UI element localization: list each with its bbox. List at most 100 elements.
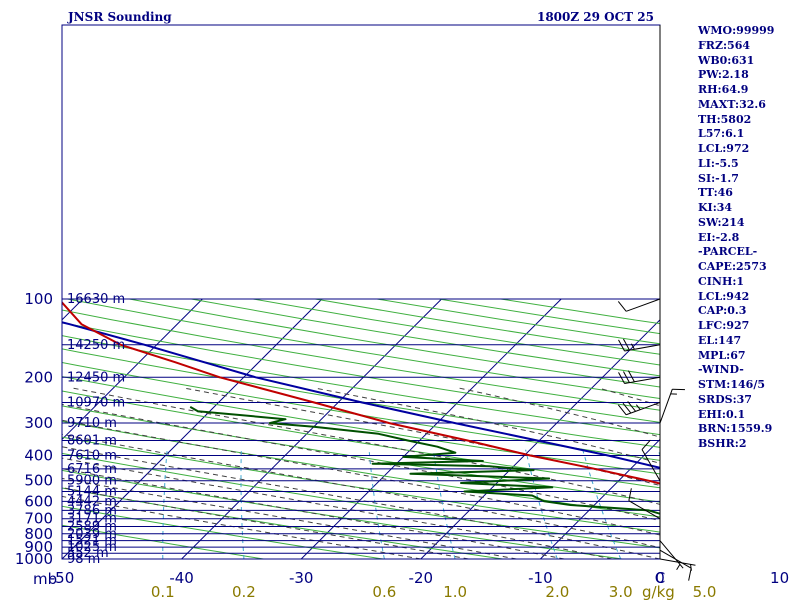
temperature-tick-label: -50	[50, 569, 75, 587]
wind-barb-feather	[688, 568, 692, 581]
mixing-ratio-line	[432, 449, 456, 559]
mixing-ratio-line	[767, 450, 800, 559]
height-label: 552 m	[67, 546, 109, 561]
height-label: 10970 m	[67, 395, 125, 410]
height-label: 5144 m	[67, 484, 117, 499]
index-item: BSHR:2	[698, 437, 747, 450]
mixing-ratio-line	[582, 449, 622, 559]
height-label: 8601 m	[67, 433, 117, 448]
pressure-unit-label: mb	[33, 570, 57, 588]
height-label: 2039 m	[67, 527, 117, 542]
wind-barb-feather	[618, 372, 625, 384]
temperature-tick-label: -10	[528, 569, 553, 587]
wind-barb-staff	[659, 389, 673, 424]
pressure-tick-label: 1000	[15, 550, 53, 568]
index-item: KI:34	[698, 201, 733, 214]
index-item: BRN:1559.9	[698, 422, 773, 436]
index-item: LCL:942	[698, 289, 750, 303]
index-item: EL:147	[698, 333, 742, 347]
wind-barb	[659, 388, 685, 424]
temperature-tick-labels: -50-40-30-20-10010203040C	[50, 569, 789, 587]
wind-barbs	[617, 25, 696, 581]
mixing-ratio-line	[240, 449, 245, 559]
index-item: MAXT:32.6	[698, 97, 766, 111]
height-label: 98 m	[67, 552, 100, 567]
height-label: 5900 m	[67, 474, 117, 489]
moist-adiabat-line	[62, 468, 565, 559]
wind-barb-staff	[641, 449, 661, 481]
wind-barb	[617, 401, 661, 416]
wind-barb-half-feather	[630, 343, 635, 350]
wind-barb	[659, 540, 684, 571]
index-item: CAP:0.3	[698, 304, 747, 318]
index-item: RH:64.9	[698, 83, 749, 96]
profiles	[62, 300, 660, 515]
wind-barb-staff	[628, 500, 661, 520]
index-item: EI:-2.8	[698, 230, 740, 244]
wind-barb-feather	[617, 301, 627, 312]
height-label: 14250 m	[67, 338, 125, 353]
wind-barb-feather	[628, 488, 632, 501]
index-item: SRDS:37	[698, 392, 752, 406]
temperature-trace	[62, 300, 660, 485]
wind-barb-staff	[626, 298, 661, 312]
pressure-tick-label: 200	[24, 368, 53, 386]
wind-barb	[641, 439, 661, 481]
moist-adiabat-line	[62, 495, 421, 559]
mixing-ratio-label: 0.1	[151, 583, 175, 600]
index-item: EHI:0.1	[698, 407, 746, 421]
wind-barb-feather	[623, 371, 630, 383]
height-label: 2589 m	[67, 520, 117, 535]
wind-barb-staff	[659, 540, 684, 569]
pressure-tick-label: 400	[24, 447, 53, 465]
index-item: PW:2.18	[698, 68, 749, 82]
index-item: STM:146/5	[698, 378, 765, 391]
chart-title-right: 1800Z 29 OCT 25	[537, 10, 654, 24]
wind-barb-staff	[624, 376, 661, 385]
mixing-ratio-line	[657, 449, 660, 457]
mixing-ratio-unit-label: g/kg	[642, 583, 675, 600]
pressure-tick-label: 500	[24, 472, 53, 490]
height-label: 16630 m	[67, 292, 125, 307]
wind-barb-staff	[624, 344, 661, 352]
wind-barb	[628, 488, 661, 520]
wind-barb-feather	[627, 370, 635, 383]
index-item: MPL:67	[698, 348, 746, 362]
wind-barb-feather	[622, 402, 632, 414]
index-item: LFC:927	[698, 319, 750, 332]
index-item: -WIND-	[698, 363, 744, 377]
mixing-ratio-label: 0.6	[372, 583, 396, 600]
index-item: FRZ:564	[698, 38, 751, 52]
height-label: 9710 m	[67, 416, 117, 431]
pressure-tick-label: 700	[24, 510, 53, 528]
mixing-ratio-line	[368, 449, 385, 559]
chart-title-left: JNSR Sounding	[67, 10, 172, 24]
index-item: TH:5802	[698, 112, 752, 126]
wind-barb-staff	[626, 401, 661, 416]
dry-adiabat-line	[67, 298, 660, 400]
index-item: LI:-5.5	[698, 156, 739, 170]
temperature-tick-label: -30	[289, 569, 314, 587]
index-item: WMO:99999	[698, 24, 775, 37]
height-label: 7610 m	[67, 449, 117, 464]
isotherm-line	[62, 298, 203, 441]
isobars	[62, 298, 660, 560]
index-item: CINH:1	[698, 274, 745, 288]
index-item: LCL:972	[698, 142, 750, 155]
temperature-tick-label: -40	[169, 569, 194, 587]
height-label: 6716 m	[67, 462, 117, 477]
mixing-ratio-line	[162, 449, 168, 559]
mixing-ratio-label: 0.2	[232, 583, 256, 600]
height-label: 12450 m	[67, 370, 125, 385]
mixing-ratio-label: 1.0	[443, 583, 467, 600]
dewpoint-trace	[189, 406, 660, 515]
mixing-ratio-label: 3.0	[609, 583, 633, 600]
mixing-ratio-labels: 0.10.20.61.02.03.05.010.020.040.0	[151, 583, 717, 600]
pressure-tick-label: 900	[24, 538, 53, 556]
indices-panel: WMO:99999 FRZ:564 WB0:631 PW:2.18 RH:64.9 MAX…	[698, 24, 798, 452]
index-item: SW:214	[698, 215, 745, 229]
wind-barb-feather	[617, 404, 627, 416]
plot-frame	[61, 24, 661, 560]
wind-barb-feather	[618, 339, 625, 352]
